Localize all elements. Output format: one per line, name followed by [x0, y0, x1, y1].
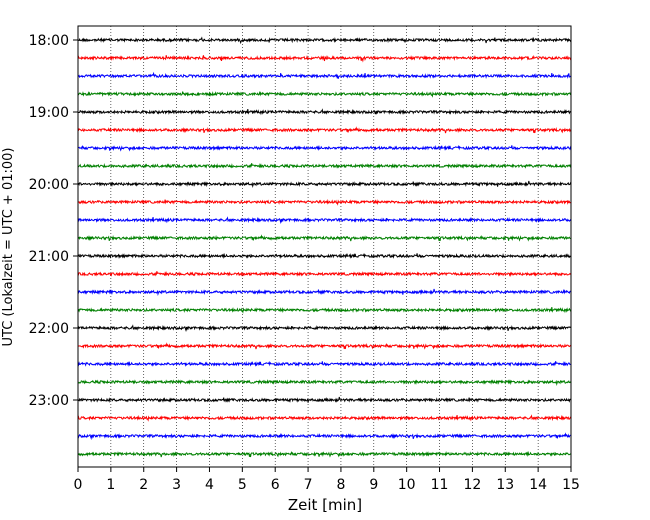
x-tick-label: 9	[369, 477, 378, 493]
trace-line	[77, 342, 572, 350]
trace-line	[77, 108, 572, 116]
trace-line	[77, 216, 572, 225]
trace-line	[77, 288, 572, 296]
trace-line	[77, 126, 572, 134]
trace-line	[77, 271, 572, 277]
x-tick-label: 11	[431, 477, 449, 493]
y-tick-label: 21:00	[29, 249, 69, 265]
trace-line	[77, 180, 572, 188]
trace-line	[77, 90, 572, 98]
trace-line	[77, 36, 572, 45]
y-tick-label: 23:00	[29, 393, 69, 409]
trace-line	[77, 234, 572, 242]
x-tick-label: 10	[398, 477, 416, 493]
y-tick-label: 19:00	[29, 105, 69, 121]
x-tick-label: 2	[139, 477, 148, 493]
x-tick-label: 6	[271, 477, 280, 493]
trace-line	[77, 450, 572, 458]
trace-line	[77, 54, 572, 63]
trace-line	[77, 198, 572, 206]
trace-line	[77, 379, 572, 386]
trace-line	[77, 252, 572, 260]
x-tick-label: 4	[205, 477, 214, 493]
y-tick-label: 18:00	[29, 33, 69, 49]
x-tick-label: 13	[496, 477, 514, 493]
y-axis-ticks: 18:00 19:00 20:00 21:00 22:00 23:00	[29, 33, 78, 409]
x-tick-label: 15	[562, 477, 580, 493]
trace-line	[77, 396, 572, 403]
x-axis-ticks: 0 1 2 3 4 5 6 7 8 9 10 11 12 13 14 15	[74, 467, 580, 493]
x-tick-label: 1	[106, 477, 115, 493]
x-tick-label: 0	[74, 477, 83, 493]
trace-line	[77, 360, 572, 368]
y-tick-label: 20:00	[29, 177, 69, 193]
trace-line	[77, 414, 572, 422]
x-tick-label: 7	[304, 477, 313, 493]
trace-line	[77, 306, 572, 314]
y-tick-label: 22:00	[29, 321, 69, 337]
trace-line	[77, 324, 572, 333]
x-tick-label: 3	[172, 477, 181, 493]
trace-line	[77, 144, 572, 152]
x-axis-label: Zeit [min]	[288, 496, 362, 514]
trace-line	[77, 71, 572, 80]
x-tick-label: 5	[238, 477, 247, 493]
seismic-traces	[77, 36, 572, 458]
x-tick-label: 14	[529, 477, 547, 493]
x-tick-label: 8	[336, 477, 345, 493]
trace-line	[77, 163, 572, 169]
plot-frame	[77, 25, 572, 468]
x-tick-label: 12	[463, 477, 481, 493]
y-axis-label: UTC (Lokalzeit = UTC + 01:00)	[1, 148, 16, 347]
trace-line	[77, 432, 572, 441]
